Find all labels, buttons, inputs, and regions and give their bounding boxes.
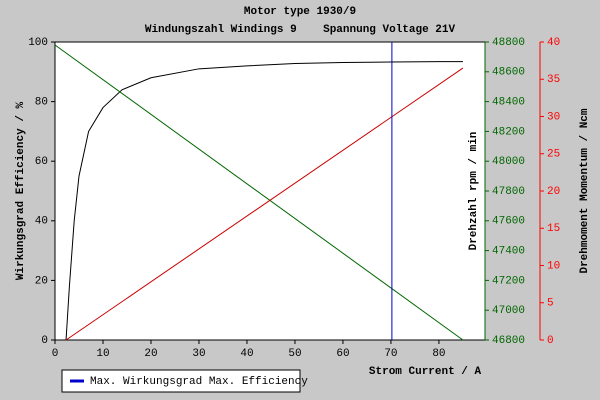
x-tick-label: 0 <box>52 348 59 360</box>
y2-axis-label: Drehzahl rpm / min <box>468 132 480 251</box>
y-tick-label: 80 <box>35 97 48 109</box>
y-tick-label: 47800 <box>492 186 525 198</box>
y-tick-label: 48200 <box>492 126 525 138</box>
chart-subtitle: Windungszahl Windings 9 Spannung Voltage… <box>145 24 456 36</box>
y-tick-label: 48800 <box>492 37 525 49</box>
x-tick-label: 60 <box>336 348 349 360</box>
x-tick-label: 40 <box>240 348 253 360</box>
y-tick-label: 46800 <box>492 335 525 347</box>
y-tick-label: 47000 <box>492 305 525 317</box>
y-tick-label: 0 <box>41 335 48 347</box>
chart-title: Motor type 1930/9 <box>244 6 356 18</box>
y-tick-label: 15 <box>547 223 560 235</box>
y-tick-label: 20 <box>547 186 560 198</box>
y-tick-label: 48000 <box>492 156 525 168</box>
x-tick-label: 70 <box>384 348 397 360</box>
y-tick-label: 5 <box>547 298 554 310</box>
plot-area <box>54 41 486 341</box>
y-tick-label: 47400 <box>492 246 525 258</box>
y3-axis-label: Drehmoment Momentum / Ncm <box>579 108 591 273</box>
legend <box>61 369 301 393</box>
y-tick-label: 10 <box>547 260 560 272</box>
y-tick-label: 48400 <box>492 97 525 109</box>
x-tick-label: 50 <box>288 348 301 360</box>
y-tick-label: 48600 <box>492 67 525 79</box>
y-tick-label: 47200 <box>492 275 525 287</box>
y-tick-label: 40 <box>547 37 560 49</box>
y-axis-label: Wirkungsgrad Efficiency / % <box>15 101 27 280</box>
y-tick-label: 30 <box>547 111 560 123</box>
y-tick-label: 100 <box>28 37 48 49</box>
y-tick-label: 20 <box>35 275 48 287</box>
series-line <box>54 44 464 341</box>
series-line <box>65 61 463 341</box>
y-tick-label: 25 <box>547 149 560 161</box>
y-tick-label: 0 <box>547 335 554 347</box>
legend-label: Max. Wirkungsgrad Max. Efficiency <box>90 376 308 388</box>
x-tick-label: 30 <box>192 348 205 360</box>
series-line <box>65 67 464 341</box>
x-tick-label: 80 <box>432 348 445 360</box>
x-axis-label: Strom Current / A <box>369 366 482 378</box>
y-tick-label: 40 <box>35 216 48 228</box>
y-tick-label: 35 <box>547 74 560 86</box>
x-tick-label: 10 <box>96 348 109 360</box>
y-tick-label: 47600 <box>492 216 525 228</box>
x-tick-label: 20 <box>144 348 157 360</box>
y-tick-label: 60 <box>35 156 48 168</box>
